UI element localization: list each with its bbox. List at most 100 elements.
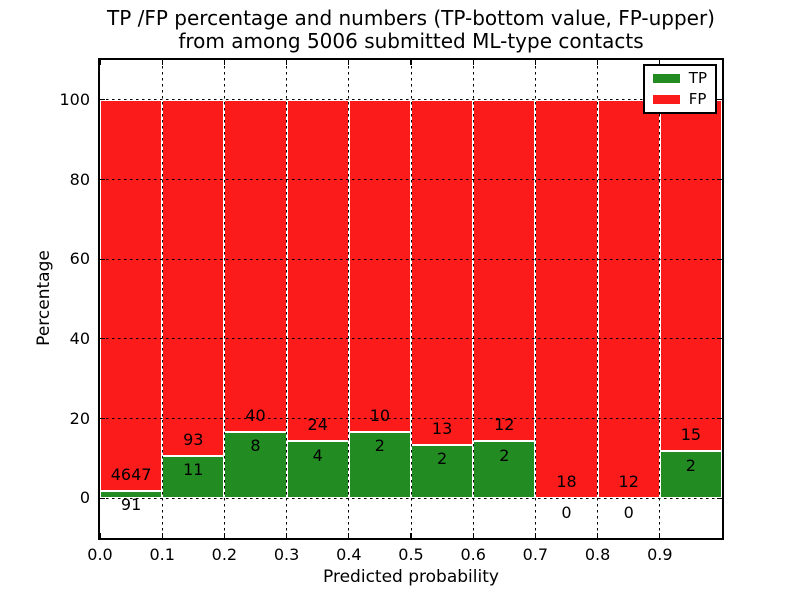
tp-bar-segment — [411, 445, 474, 499]
x-tick-label: 0.1 — [149, 545, 175, 564]
vertical-gridline — [472, 60, 474, 538]
tp-count-label: 2 — [685, 455, 696, 475]
x-tick-mark — [597, 533, 599, 538]
plot-area: 4647 91 93 11 40 8 24 4 10 2 13 2 12 2 18 0 12 0 15 2 TP FP — [98, 58, 724, 540]
x-tick-mark-top — [472, 60, 474, 65]
y-tick-mark-right — [717, 417, 722, 420]
x-tick-mark-top — [161, 60, 163, 65]
vertical-gridline — [286, 60, 288, 538]
x-tick-mark — [472, 533, 474, 538]
tp-count-label: 2 — [374, 436, 385, 456]
tp-bar-segment — [286, 441, 349, 499]
y-tick-mark — [100, 417, 105, 420]
y-tick-label: 100 — [59, 89, 90, 109]
x-tick-label: 0.5 — [398, 545, 424, 564]
vertical-gridline — [410, 60, 412, 538]
fp-bar-segment — [473, 99, 536, 442]
fp-count-label: 15 — [680, 425, 702, 445]
x-tick-label: 0.2 — [211, 545, 238, 564]
y-tick-mark — [100, 99, 105, 101]
tp-count-label: 0 — [561, 502, 572, 522]
y-tick-mark-right — [717, 258, 722, 260]
y-tick-mark-right — [717, 99, 722, 101]
tp-bar-segment — [348, 431, 411, 499]
fp-count-label: 10 — [369, 405, 391, 425]
x-tick-label: 0.3 — [273, 545, 300, 564]
x-axis-label: Predicted probability — [323, 567, 499, 587]
chart-title-line2: from among 5006 submitted ML-type contac… — [178, 29, 644, 53]
x-tick-mark-top — [348, 60, 350, 65]
fp-count-label: 13 — [431, 419, 453, 439]
vertical-gridline — [348, 60, 350, 538]
vertical-gridline — [534, 60, 536, 538]
x-tick-label: 0.7 — [522, 545, 549, 564]
legend-item-tp: TP — [652, 69, 707, 87]
legend-item-fp: FP — [652, 90, 707, 108]
y-tick-label: 80 — [69, 169, 90, 189]
fp-bar-segment — [659, 99, 722, 452]
x-tick-label: 0.8 — [584, 545, 611, 564]
vertical-gridline — [223, 60, 225, 538]
fp-bar-segment — [535, 99, 598, 499]
y-tick-label: 40 — [69, 328, 90, 348]
tp-bar-segment — [162, 456, 225, 499]
tp-legend-label: TP — [688, 69, 707, 87]
tp-count-label: 11 — [183, 460, 204, 480]
fp-count-label: 40 — [245, 405, 266, 425]
fp-bar-segment — [348, 99, 411, 432]
y-tick-mark-right — [717, 497, 722, 499]
y-tick-mark-right — [717, 338, 722, 340]
x-tick-mark — [659, 533, 661, 538]
tp-legend-swatch-icon — [652, 74, 680, 83]
fp-bar-segment — [411, 99, 474, 446]
tp-bar-segment — [224, 431, 287, 499]
x-tick-mark-top — [597, 60, 599, 65]
x-tick-mark — [161, 533, 163, 538]
y-tick-mark — [100, 338, 105, 340]
tp-count-label: 8 — [250, 436, 261, 456]
x-tick-mark — [410, 533, 412, 538]
fp-count-label: 4647 — [110, 464, 152, 484]
fp-count-label: 24 — [307, 415, 328, 435]
tp-bar-segment — [659, 451, 722, 499]
y-tick-mark — [100, 258, 105, 260]
x-tick-mark-top — [99, 60, 101, 65]
tp-count-label: 2 — [499, 445, 510, 465]
tp-bar-segment — [473, 441, 536, 499]
x-tick-mark — [286, 533, 288, 538]
chart-title-line1: TP /FP percentage and numbers (TP-bottom… — [107, 6, 715, 30]
x-tick-mark-top — [286, 60, 288, 65]
x-tick-label: 0.4 — [336, 545, 362, 564]
x-tick-label: 0.0 — [87, 545, 113, 564]
x-tick-mark-top — [223, 60, 225, 65]
vertical-gridline — [597, 60, 599, 538]
fp-count-label: 12 — [618, 472, 639, 492]
x-tick-mark-top — [410, 60, 412, 65]
bar-value-labels-layer: 4647 91 93 11 40 8 24 4 10 2 13 2 12 2 18 0 12 0 15 2 — [100, 60, 722, 538]
fp-bar-segment — [162, 99, 225, 457]
x-tick-label: 0.6 — [460, 545, 486, 564]
fp-bar-segment — [224, 99, 287, 432]
x-tick-mark — [534, 533, 536, 538]
x-tick-label: 0.9 — [647, 545, 673, 564]
y-tick-label: 20 — [69, 408, 90, 428]
fp-count-label: 93 — [183, 430, 204, 450]
gridlines-layer — [100, 60, 722, 538]
chart-title: TP /FP percentage and numbers (TP-bottom… — [100, 7, 722, 53]
y-tick-mark-right — [717, 178, 722, 181]
x-tick-mark — [348, 533, 350, 538]
bars-layer — [100, 60, 722, 538]
y-tick-mark — [100, 178, 105, 181]
fp-legend-label: FP — [688, 90, 707, 108]
x-tick-mark-top — [659, 60, 661, 65]
fp-bar-segment — [100, 99, 163, 491]
vertical-gridline — [161, 60, 163, 538]
vertical-gridline — [659, 60, 661, 538]
fp-count-label: 12 — [494, 415, 515, 435]
y-tick-label: 60 — [69, 249, 90, 269]
tick-marks-layer — [99, 60, 722, 538]
legend: TP FP — [642, 64, 717, 114]
x-tick-mark — [223, 533, 225, 538]
tp-count-label: 91 — [120, 494, 142, 514]
